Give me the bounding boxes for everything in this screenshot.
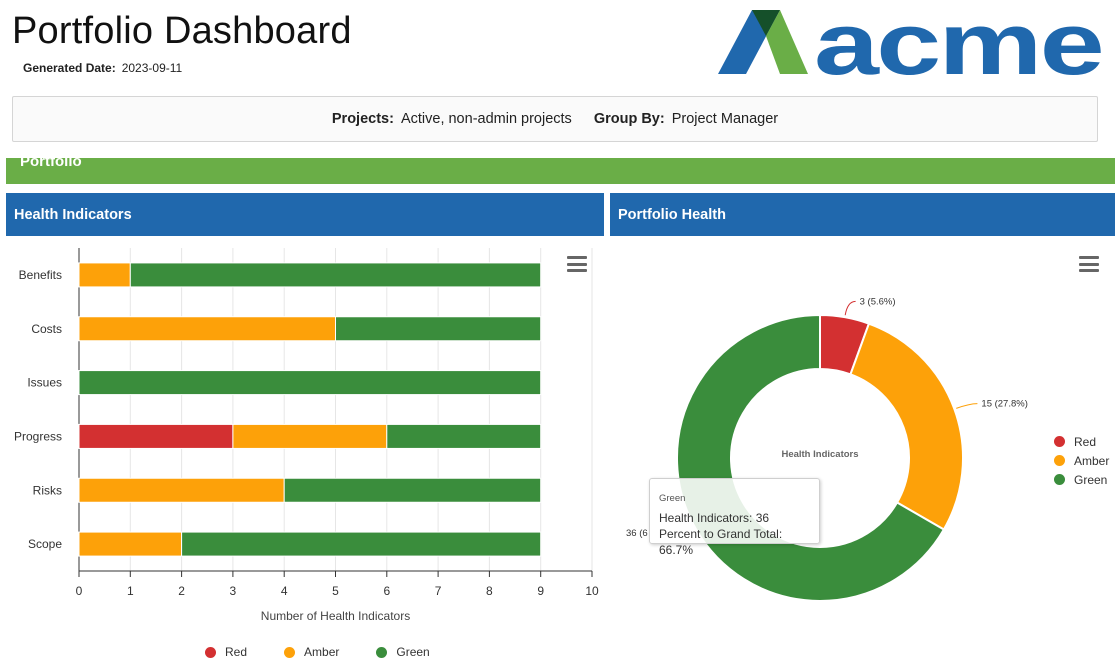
x-tick-label: 0 — [76, 584, 83, 598]
legend-item-amber[interactable]: Amber — [284, 645, 339, 659]
filter-bar: Projects: Active, non-admin projects Gro… — [12, 96, 1098, 142]
x-tick-label: 7 — [435, 584, 442, 598]
legend-item-green[interactable]: Green — [376, 645, 430, 659]
bar-segment-green — [78, 370, 542, 396]
projects-filter-label: Projects: — [331, 111, 394, 127]
bar-segment-amber — [232, 423, 388, 449]
data-label-green: 36 (6 — [626, 528, 648, 539]
tooltip-line-percent: Percent to Grand Total: 66.7% — [659, 527, 783, 557]
generated-date-label: Generated Date: — [23, 61, 116, 75]
health-indicators-bar-chart: 0 1 2 3 4 5 6 7 8 9 10 Number of Health Indicators B… — [14, 248, 599, 623]
health-indicators-title: Health Indicators — [14, 206, 132, 223]
page-title: Portfolio Dashboard — [12, 10, 352, 52]
tooltip-series: Green — [659, 493, 686, 504]
legend-item-red[interactable]: Red — [1054, 432, 1109, 451]
x-tick-label: 5 — [332, 584, 339, 598]
x-axis-title: Number of Health Indicators — [261, 609, 410, 623]
portfolio-section-header: Portfolio — [6, 158, 1115, 184]
x-tick-label: 2 — [178, 584, 185, 598]
bar-chart-legend: Red Amber Green — [205, 645, 467, 659]
portfolio-health-donut-chart: 3 (5.6%) 15 (27.8%) 36 (6 Health Indicators — [626, 296, 1028, 602]
bar-segment-green — [283, 477, 542, 503]
y-category-label: Benefits — [19, 268, 62, 282]
data-label-amber: 15 (27.8%) — [981, 399, 1027, 410]
projects-filter-value[interactable]: Active, non-admin projects — [400, 111, 572, 127]
data-label-red: 3 (5.6%) — [860, 296, 896, 307]
donut-chart-menu-icon[interactable] — [1079, 256, 1099, 272]
tooltip-line-count: Health Indicators: 36 — [659, 511, 770, 525]
acme-logo: acme — [718, 8, 1102, 78]
svg-text:acme: acme — [814, 8, 1102, 78]
bar-segment-green — [129, 262, 542, 288]
bar-segment-amber — [78, 316, 336, 342]
y-category-label: Costs — [31, 322, 62, 336]
x-tick-label: 6 — [383, 584, 390, 598]
x-tick-label: 9 — [537, 584, 544, 598]
legend-item-amber[interactable]: Amber — [1054, 451, 1109, 470]
generated-date-value: 2023-09-11 — [121, 61, 183, 75]
x-tick-label: 10 — [585, 584, 599, 598]
generated-date: Generated Date: 2023-09-11 — [23, 61, 182, 75]
section-title: Portfolio — [20, 158, 82, 170]
donut-slice-amber — [849, 322, 964, 531]
bar-segment-amber — [78, 531, 183, 557]
portfolio-health-header: Portfolio Health — [610, 193, 1115, 236]
bar-segment-red — [78, 423, 234, 449]
bar-segment-amber — [78, 262, 131, 288]
x-tick-label: 3 — [230, 584, 237, 598]
data-label-connector — [956, 403, 978, 409]
chart-tooltip: Green Health Indicators: 36 Percent to G… — [649, 478, 820, 557]
x-tick-label: 1 — [127, 584, 134, 598]
x-tick-label: 4 — [281, 584, 288, 598]
y-category-label: Risks — [33, 483, 62, 497]
y-category-label: Progress — [14, 429, 62, 443]
y-category-label: Issues — [27, 376, 62, 390]
bar-segment-amber — [78, 477, 285, 503]
donut-chart-legend: Red Amber Green — [1054, 432, 1109, 489]
donut-center-label: Health Indicators — [781, 449, 858, 460]
portfolio-health-title: Portfolio Health — [618, 206, 726, 223]
legend-item-red[interactable]: Red — [205, 645, 247, 659]
x-tick-label: 8 — [486, 584, 493, 598]
legend-item-green[interactable]: Green — [1054, 470, 1109, 489]
group-by-label: Group By: — [593, 111, 665, 127]
group-by-value[interactable]: Project Manager — [671, 111, 779, 127]
bar-chart-menu-icon[interactable] — [567, 256, 587, 272]
bar-segment-green — [335, 316, 542, 342]
health-indicators-header: Health Indicators — [6, 193, 604, 236]
y-category-label: Scope — [28, 537, 62, 551]
bar-segment-green — [386, 423, 542, 449]
data-label-connector — [844, 300, 856, 316]
bar-segment-green — [181, 531, 542, 557]
